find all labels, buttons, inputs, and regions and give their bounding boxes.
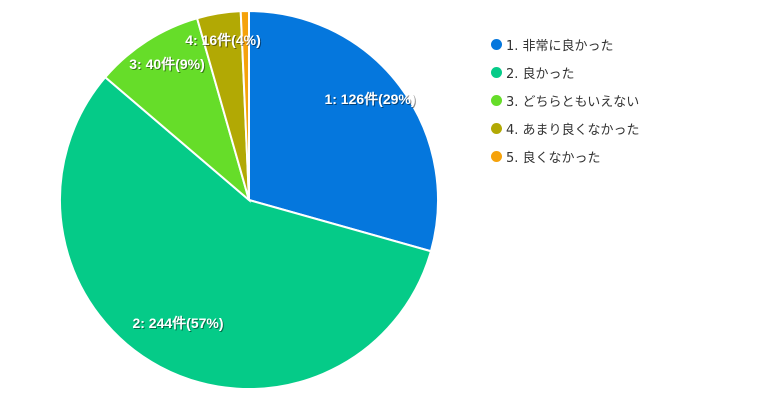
legend-item-4[interactable]: 4. あまり良くなかった	[491, 114, 640, 142]
legend-marker-icon	[491, 94, 502, 106]
chart-legend: 1. 非常に良かった 2. 良かった 3. どちらともいえない 4. あまり良く…	[491, 30, 640, 170]
legend-marker-icon	[491, 66, 502, 78]
data-label-1: 1: 126件(29%)	[324, 91, 415, 107]
data-label-shadow: 3: 40件(9%)	[130, 57, 205, 73]
data-label-4: 4: 16件(4%)	[185, 32, 260, 48]
legend-item-5[interactable]: 5. 良くなかった	[491, 142, 640, 170]
legend-item-3[interactable]: 3. どちらともいえない	[491, 86, 640, 114]
legend-label: 2. 良かった	[506, 66, 575, 82]
pie-slice-2[interactable]	[59, 75, 433, 390]
data-label-3: 3: 40件(9%)	[129, 56, 204, 72]
legend-label: 4. あまり良くなかった	[506, 122, 640, 138]
data-label-2: 2: 244件(57%)	[132, 315, 223, 331]
legend-item-1[interactable]: 1. 非常に良かった	[491, 30, 640, 58]
legend-label: 3. どちらともいえない	[506, 94, 640, 110]
legend-label: 5. 良くなかった	[506, 150, 601, 166]
pie-slice-5[interactable]	[239, 9, 250, 201]
pie-data-labels: 1: 126件(29%)1: 126件(29%)2: 244件(57%)2: 2…	[129, 32, 416, 332]
data-label-shadow: 2: 244件(57%)	[133, 316, 224, 332]
legend-item-2[interactable]: 2. 良かった	[491, 58, 640, 86]
pie-slices	[59, 9, 439, 390]
legend-marker-icon	[491, 38, 502, 50]
legend-marker-icon	[491, 122, 502, 134]
legend-marker-icon	[491, 150, 502, 162]
legend-label: 1. 非常に良かった	[506, 38, 614, 54]
data-label-shadow: 1: 126件(29%)	[325, 92, 416, 108]
pie-slice-1[interactable]	[248, 9, 439, 253]
pie-slice-3[interactable]	[103, 17, 251, 203]
data-label-shadow: 4: 16件(4%)	[186, 33, 261, 49]
